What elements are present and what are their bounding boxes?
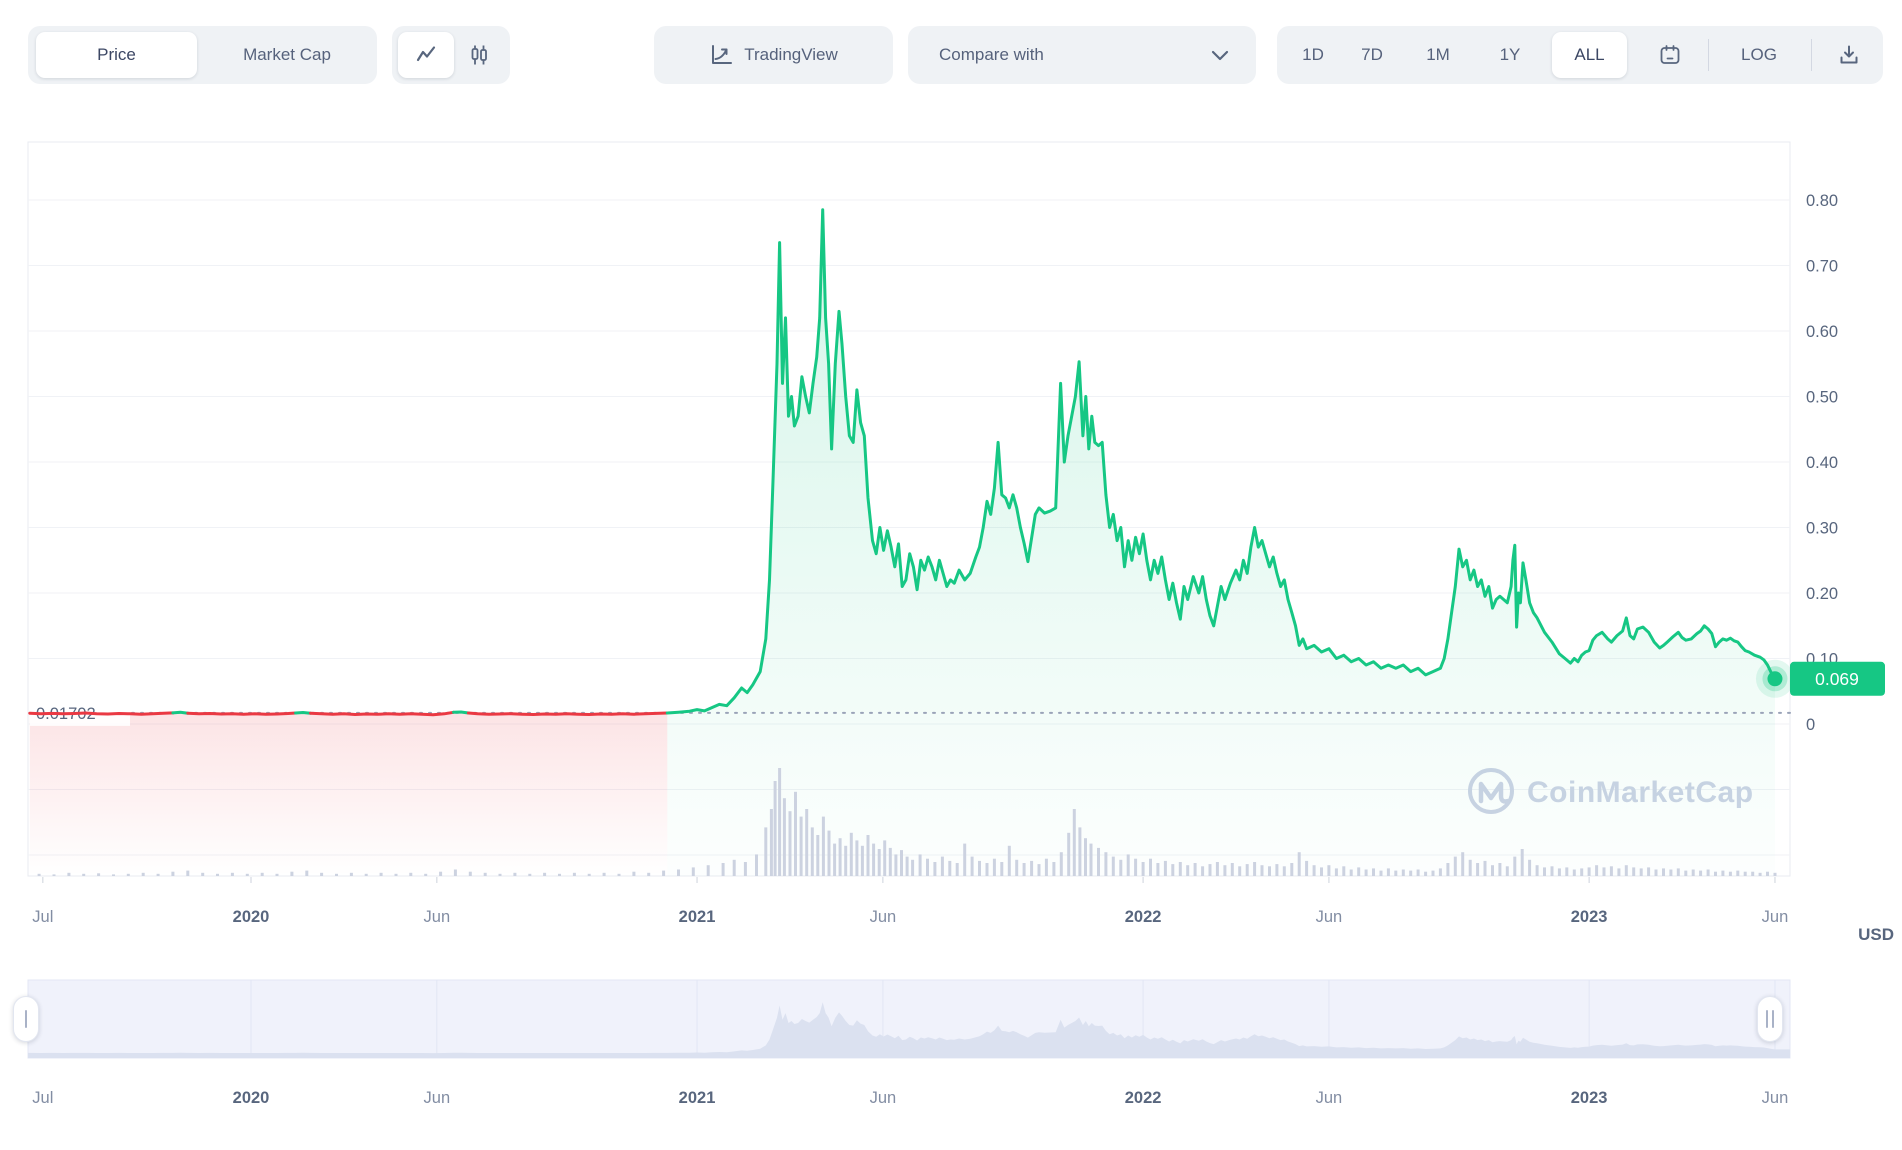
log-scale-label: LOG	[1741, 45, 1777, 64]
tradingview-icon	[709, 42, 735, 68]
y-axis-tick-label: 0	[1806, 716, 1815, 734]
handle-grip-line	[25, 1010, 27, 1028]
navigator-tick-label: 2022	[1125, 1089, 1162, 1107]
tradingview-label: TradingView	[744, 45, 838, 64]
range-selector: 1D 7D 1M 1Y ALL	[1277, 26, 1883, 84]
market-cap-tab-label: Market Cap	[243, 45, 331, 64]
y-axis-tick-label: 0.20	[1806, 585, 1838, 603]
range-all-label: ALL	[1574, 45, 1605, 64]
compare-with-label: Compare with	[939, 45, 1044, 64]
last-price-marker	[1755, 659, 1794, 698]
price-area-green	[667, 209, 1775, 877]
navigator-tick-label: Jun	[1762, 1089, 1789, 1107]
x-axis-tick-label: Jul	[32, 908, 53, 926]
x-axis-labels: Jul 2020 Jun 2021 Jun 2022 Jun 2023 Jun	[32, 877, 1788, 926]
volume-bars	[37, 768, 1777, 876]
x-axis-tick-label: 2023	[1571, 908, 1608, 926]
navigator-area	[28, 1002, 1790, 1058]
x-axis-tick-label: Jun	[1316, 908, 1343, 926]
navigator-tick-label: Jun	[1316, 1089, 1343, 1107]
y-axis-tick-label: 0.50	[1806, 389, 1838, 407]
download-icon	[1837, 43, 1861, 67]
candlestick-icon	[467, 43, 491, 67]
last-price-badge	[1790, 661, 1885, 696]
navigator-axis-labels: Jul 2020 Jun 2021 Jun 2022 Jun 2023 Jun	[32, 1089, 1788, 1107]
y-axis-tick-label: 0.60	[1806, 323, 1838, 341]
range-1m-button[interactable]: 1M	[1418, 26, 1458, 84]
line-chart-icon	[414, 43, 438, 67]
price-tab-label: Price	[97, 45, 136, 64]
x-axis-tick-label: 2020	[233, 908, 270, 926]
x-axis-tick-label: Jun	[1762, 908, 1789, 926]
range-1d-label: 1D	[1302, 45, 1324, 64]
navigator-tick-label: 2020	[233, 1089, 270, 1107]
x-axis-tick-label: Jun	[870, 908, 897, 926]
tradingview-button[interactable]: TradingView	[654, 26, 893, 84]
navigator-tick-label: 2023	[1571, 1089, 1608, 1107]
y-axis-tick-label: 0.40	[1806, 454, 1838, 472]
calendar-button[interactable]	[1648, 26, 1692, 84]
y-axis-tick-label: 0.30	[1806, 520, 1838, 538]
log-scale-button[interactable]: LOG	[1729, 26, 1789, 84]
navigator-right-handle[interactable]	[1757, 996, 1783, 1042]
navigator-tick-label: Jul	[32, 1089, 53, 1107]
navigator-tick-label: Jun	[870, 1089, 897, 1107]
navigator-tick-label: Jun	[424, 1089, 451, 1107]
range-all-button[interactable]: ALL	[1552, 32, 1627, 78]
price-tab[interactable]: Price	[36, 32, 197, 78]
toolbar-divider	[1811, 39, 1812, 71]
navigator-left-handle[interactable]	[13, 996, 39, 1042]
handle-grip-line	[1766, 1010, 1768, 1028]
download-button[interactable]	[1827, 26, 1871, 84]
range-7d-label: 7D	[1361, 45, 1383, 64]
x-axis-tick-label: 2021	[679, 908, 716, 926]
x-axis-tick-label: Jun	[424, 908, 451, 926]
y-axis-labels: 0.800.700.600.500.400.300.200.100	[1806, 192, 1838, 734]
last-price-badge-label: 0.069	[1815, 669, 1859, 689]
range-1m-label: 1M	[1426, 45, 1450, 64]
price-line	[28, 208, 1777, 717]
line-chart-type-button[interactable]	[398, 32, 454, 78]
range-7d-button[interactable]: 7D	[1352, 26, 1392, 84]
chevron-down-icon	[1211, 50, 1229, 61]
range-1d-button[interactable]: 1D	[1293, 26, 1333, 84]
price-area-red	[29, 712, 668, 876]
metric-toggle: Price Market Cap	[28, 26, 377, 84]
toolbar-divider	[1708, 39, 1709, 71]
range-1y-button[interactable]: 1Y	[1490, 26, 1530, 84]
currency-label: USD	[1858, 925, 1894, 944]
navigator	[27, 979, 1791, 1059]
handle-grip-line	[1772, 1010, 1774, 1028]
calendar-icon	[1658, 43, 1682, 67]
y-axis-tick-label: 0.80	[1806, 192, 1838, 210]
y-axis-tick-label: 0.70	[1806, 258, 1838, 276]
compare-with-dropdown[interactable]: Compare with	[908, 26, 1256, 84]
market-cap-tab[interactable]: Market Cap	[197, 45, 377, 65]
chart-type-toggle	[392, 26, 510, 84]
x-axis-tick-label: 2022	[1125, 908, 1162, 926]
candlestick-chart-type-button[interactable]	[454, 43, 504, 67]
navigator-tick-label: 2021	[679, 1089, 716, 1107]
range-1y-label: 1Y	[1499, 45, 1521, 64]
